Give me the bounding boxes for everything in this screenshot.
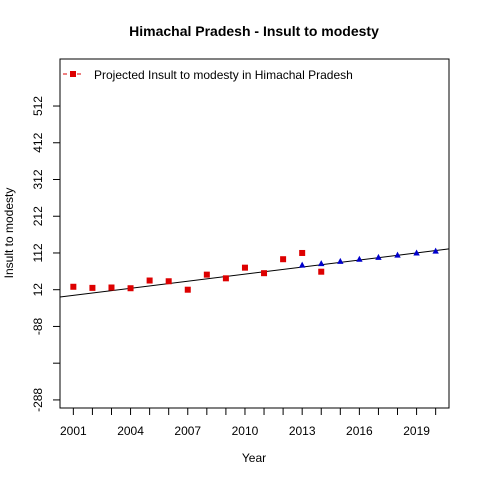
- data-point-square: [70, 283, 77, 290]
- data-point-triangle: [356, 255, 363, 262]
- y-axis-label: Insult to modesty: [2, 188, 16, 279]
- data-point-triangle: [413, 249, 420, 256]
- y-tick-label: 312: [31, 169, 45, 189]
- data-point-square: [318, 268, 325, 275]
- plot-area: [59, 247, 450, 298]
- data-point-triangle: [337, 257, 344, 264]
- x-axis-label: Year: [242, 451, 266, 465]
- y-tick-label: 412: [31, 132, 45, 152]
- data-point-square: [89, 284, 96, 291]
- data-point-triangle: [298, 261, 306, 268]
- y-tick-label: 512: [31, 96, 45, 116]
- x-tick-label: 2016: [346, 424, 373, 438]
- plot-frame: [59, 58, 450, 409]
- x-tick-label: 2004: [117, 424, 144, 438]
- data-point-square: [108, 284, 115, 291]
- y-tick-label: -88: [31, 317, 45, 335]
- x-tick-label: 2013: [289, 424, 316, 438]
- x-tick-label: 2010: [232, 424, 259, 438]
- legend-marker: [70, 71, 76, 77]
- chart-title: Himachal Pradesh - Insult to modesty: [129, 23, 379, 39]
- x-axis: 2001 2004 2007 2010 2013 2016 2019: [60, 407, 437, 438]
- x-tick-label: 2001: [60, 424, 87, 438]
- data-point-square: [146, 277, 153, 284]
- data-point-triangle: [375, 253, 382, 260]
- data-point-square: [127, 285, 134, 292]
- data-point-square: [241, 264, 248, 271]
- x-tick-label: 2007: [174, 424, 201, 438]
- data-point-square: [222, 275, 229, 282]
- data-point-square: [280, 256, 287, 263]
- data-point-square: [261, 270, 268, 277]
- y-axis: -288 -88 12 112 212 312 412 512: [31, 96, 61, 412]
- data-point-square: [184, 286, 191, 293]
- data-point-square: [299, 249, 306, 256]
- trend-line: [59, 248, 450, 298]
- legend-label: Projected Insult to modesty in Himachal …: [94, 68, 353, 82]
- legend: Projected Insult to modesty in Himachal …: [63, 68, 353, 82]
- data-point-square: [165, 278, 172, 285]
- y-tick-label: 12: [31, 283, 45, 297]
- y-tick-label: -288: [31, 388, 45, 412]
- data-point-triangle: [318, 260, 325, 267]
- y-tick-label: 112: [31, 243, 45, 262]
- data-point-triangle: [432, 247, 439, 254]
- x-tick-label: 2019: [403, 424, 430, 438]
- data-point-square: [203, 271, 210, 278]
- y-tick-label: 212: [31, 206, 45, 226]
- data-point-triangle: [394, 251, 401, 258]
